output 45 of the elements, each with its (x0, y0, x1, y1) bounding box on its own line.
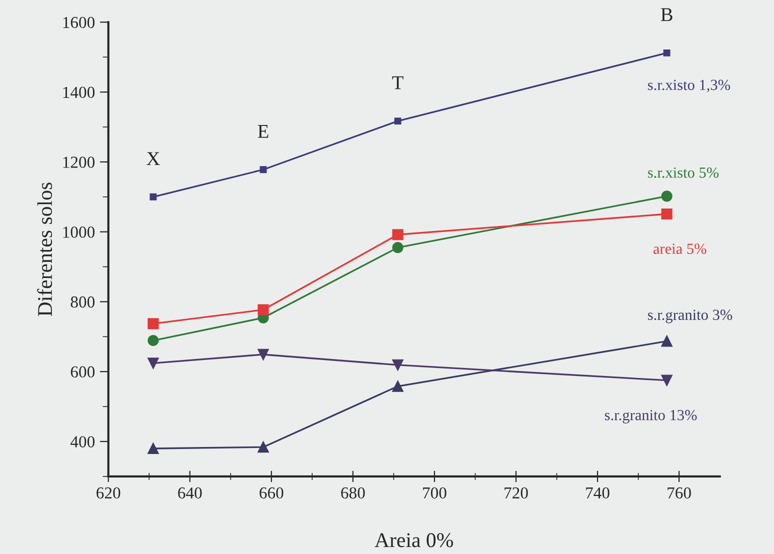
point (258, 442, 269, 453)
point (148, 358, 159, 369)
x-tick-label: 760 (668, 487, 691, 499)
x-tick-label: 700 (423, 487, 446, 499)
point (260, 166, 267, 174)
x-tick-label: 640 (178, 487, 202, 499)
point (661, 208, 672, 220)
series-label: areia 5% (653, 244, 706, 254)
point (663, 49, 670, 56)
point (661, 374, 672, 386)
point (148, 334, 159, 346)
point (661, 336, 672, 347)
y-tick-label: 1000 (63, 226, 95, 238)
y-axis-title: Diferentes solos (37, 182, 52, 316)
point (150, 193, 157, 200)
x-axis-title: Areia 0% (374, 533, 453, 548)
x-tick-label: 620 (96, 487, 120, 499)
annotation: E (258, 124, 268, 138)
point (661, 190, 672, 202)
x-tick-label: 660 (260, 487, 284, 499)
series-label: s.r.xisto 5% (648, 167, 719, 178)
point (392, 359, 404, 371)
point (392, 242, 404, 254)
y-tick-label: 1600 (63, 16, 95, 28)
y-tick-label: 400 (70, 436, 95, 448)
x-tick-label: 740 (586, 487, 610, 499)
x-tick-label: 680 (341, 487, 365, 499)
point (392, 380, 404, 392)
point (392, 229, 404, 240)
y-tick-label: 800 (70, 296, 95, 308)
point (148, 318, 159, 330)
annotation: B (660, 8, 672, 22)
series-label: s.r.xisto 1,3% (648, 80, 730, 92)
x-tick-label: 720 (504, 487, 528, 499)
annotation: T (392, 76, 404, 90)
point (258, 348, 269, 360)
point (394, 118, 402, 125)
series-label: s.r.granito 3% (648, 310, 732, 324)
annotation: X (146, 152, 160, 165)
y-tick-label: 600 (70, 366, 95, 378)
y-tick-label: 1400 (63, 86, 95, 98)
y-tick-label: 1200 (63, 156, 95, 168)
point (258, 304, 269, 316)
point (148, 442, 159, 454)
text: s.r.granito 13% (604, 410, 697, 424)
